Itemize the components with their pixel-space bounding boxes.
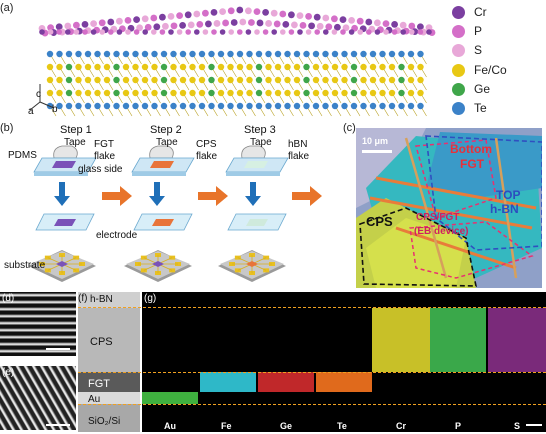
panel-c-label: (c) [343, 122, 356, 134]
interface-line-top [78, 307, 546, 308]
step2-title: Step 2 [150, 124, 182, 136]
step1-tape: Tape [64, 137, 86, 148]
scale-bar [362, 150, 392, 153]
te-atom-icon [452, 101, 465, 115]
eds-label-p: P [455, 421, 462, 431]
bottom-fgt-label: FGT [460, 157, 484, 171]
crystal-structure [29, 6, 436, 117]
p-atom-icon [452, 24, 465, 38]
au-layer-label: Au [88, 394, 101, 405]
top-label: TOP [496, 188, 521, 202]
axis-a-label: a [28, 106, 34, 117]
stack-cross-section [78, 292, 140, 432]
step1-flake: FGT [94, 139, 114, 150]
sio2-layer-label: SiO₂/Si [88, 416, 121, 427]
fgt-layer-label: FGT [88, 378, 110, 390]
step1-title: Step 1 [60, 124, 92, 136]
step1-flake2: flake [94, 151, 116, 162]
legend-item-cr: Cr [452, 3, 487, 21]
axis-c-label: c [36, 89, 41, 100]
pdms-label: PDMS [8, 150, 37, 161]
optical-micrograph [356, 128, 542, 288]
stem-image-d [0, 292, 76, 356]
eds-label-te: Te [337, 421, 347, 431]
legend-item-feco: Fe/Co [452, 61, 507, 79]
cps-layer-label: CPS [90, 336, 113, 348]
panel-a-label: (a) [0, 2, 14, 14]
legend-item-ge: Ge [452, 80, 490, 98]
step3-title: Step 3 [244, 124, 276, 136]
stem-image-e [0, 366, 76, 430]
feco-atom-icon [452, 63, 465, 77]
device-label: (EB device) [414, 226, 469, 237]
legend-item-te: Te [452, 99, 487, 117]
eds-label-cr: Cr [396, 421, 407, 431]
step3-flake: hBN [288, 139, 308, 150]
interface-line-middle [78, 372, 546, 373]
legend-item-p: P [452, 22, 482, 40]
interface-line-bottom [78, 404, 546, 405]
cps-fgt-label: CPS/FGT [416, 212, 460, 223]
scale-bar-d [46, 348, 70, 350]
top-hbn-label: h-BN [490, 202, 519, 216]
panel-b-label: (b) [0, 122, 14, 134]
hbn-layer-label: h-BN [90, 294, 113, 305]
scale-bar-g [526, 424, 542, 426]
s-atom-icon [452, 43, 465, 57]
cps-label: CPS [366, 214, 393, 229]
scale-label: 10 μm [362, 136, 389, 146]
ge-atom-icon [452, 82, 465, 96]
cr-atom-icon [452, 5, 465, 19]
glass-side-label: glass side [78, 164, 123, 175]
legend-item-s: S [452, 41, 482, 59]
axis-b-label: b [52, 104, 58, 115]
panel-d-label: (d) [2, 293, 15, 304]
eds-label-au: Au [164, 421, 176, 431]
eds-label-s: S [514, 421, 521, 431]
step3-flake2: flake [288, 151, 310, 162]
eds-label-fe: Fe [221, 421, 232, 431]
step3-tape: Tape [250, 137, 272, 148]
panel-g-label: (g) [144, 293, 157, 304]
step2-tape: Tape [156, 137, 178, 148]
fabrication-diagram [28, 145, 322, 282]
panel-f-label: (f) [78, 293, 88, 304]
bottom-label: Bottom [450, 142, 492, 156]
step2-flake: CPS [196, 139, 217, 150]
substrate-label: substrate [4, 260, 46, 271]
step2-flake2: flake [196, 151, 218, 162]
eds-label-ge: Ge [280, 421, 293, 431]
electrode-label: electrode [96, 230, 138, 241]
panel-e-label: (e) [2, 367, 15, 378]
eds-maps [142, 292, 546, 432]
scale-bar-e [46, 424, 70, 426]
